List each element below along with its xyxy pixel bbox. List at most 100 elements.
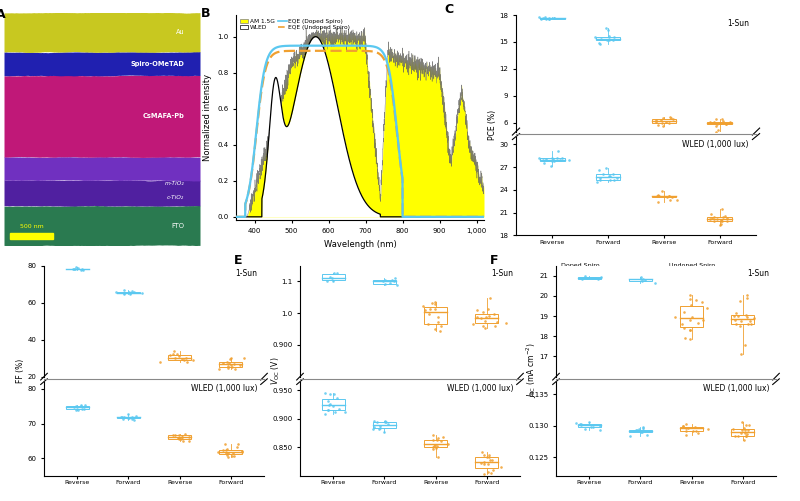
Point bbox=[716, 217, 729, 225]
Point bbox=[546, 157, 558, 165]
Point bbox=[638, 276, 651, 284]
Point bbox=[540, 155, 553, 163]
Point bbox=[323, 400, 336, 408]
Bar bbox=[540, 18, 565, 19]
Point bbox=[234, 361, 247, 369]
Point bbox=[386, 276, 398, 284]
Point bbox=[235, 448, 248, 456]
Point bbox=[607, 33, 620, 41]
Point bbox=[479, 324, 492, 332]
Point bbox=[429, 305, 442, 313]
Point bbox=[548, 14, 561, 22]
Point bbox=[434, 327, 446, 335]
Point bbox=[740, 421, 753, 429]
Point bbox=[478, 460, 490, 468]
Text: CsMAFA-Pb: CsMAFA-Pb bbox=[142, 113, 184, 119]
Point bbox=[697, 316, 710, 324]
Point bbox=[324, 273, 337, 281]
Point bbox=[475, 448, 488, 456]
Text: $V_\mathrm{OC}$ (V): $V_\mathrm{OC}$ (V) bbox=[270, 357, 282, 385]
Bar bbox=[578, 278, 601, 279]
Point bbox=[723, 118, 736, 126]
Point bbox=[123, 290, 136, 298]
Point bbox=[323, 401, 336, 409]
Point bbox=[128, 416, 141, 424]
Point bbox=[221, 358, 234, 366]
Point bbox=[70, 406, 82, 414]
Point bbox=[226, 363, 239, 371]
Point bbox=[477, 308, 490, 316]
Bar bbox=[219, 362, 242, 367]
Point bbox=[739, 426, 752, 434]
Point bbox=[677, 422, 690, 430]
Point bbox=[707, 213, 720, 221]
Point bbox=[429, 298, 442, 306]
Point bbox=[378, 280, 391, 288]
Bar bbox=[475, 314, 498, 323]
Point bbox=[717, 117, 730, 125]
Point bbox=[216, 445, 229, 453]
Point bbox=[656, 122, 669, 130]
Point bbox=[175, 435, 188, 443]
Point bbox=[683, 326, 696, 334]
Point bbox=[685, 301, 698, 309]
Bar bbox=[707, 217, 732, 221]
Point bbox=[744, 320, 757, 328]
Point bbox=[223, 359, 236, 367]
Point bbox=[221, 449, 234, 457]
Point bbox=[377, 277, 390, 285]
Bar bbox=[373, 280, 396, 284]
Point bbox=[637, 426, 650, 434]
Point bbox=[551, 147, 564, 155]
Point bbox=[129, 412, 142, 420]
Point bbox=[67, 403, 80, 411]
Point bbox=[547, 14, 560, 22]
Point bbox=[225, 361, 238, 369]
Point bbox=[71, 265, 84, 273]
Point bbox=[431, 313, 444, 321]
Point bbox=[728, 312, 741, 320]
Point bbox=[630, 426, 642, 434]
Point bbox=[330, 394, 343, 402]
Point bbox=[373, 425, 386, 433]
Point bbox=[551, 153, 564, 161]
Point bbox=[499, 319, 512, 327]
Point bbox=[482, 312, 495, 320]
Point bbox=[545, 162, 558, 170]
Point bbox=[594, 425, 606, 433]
Point bbox=[584, 423, 597, 431]
Point bbox=[586, 275, 598, 283]
Point bbox=[736, 426, 749, 434]
Point bbox=[378, 428, 390, 436]
Point bbox=[731, 312, 744, 320]
Point bbox=[229, 365, 242, 373]
Point bbox=[666, 115, 679, 123]
Point bbox=[635, 428, 648, 436]
Point bbox=[483, 456, 496, 464]
Point bbox=[708, 216, 721, 224]
Point bbox=[733, 322, 746, 330]
Point bbox=[482, 468, 494, 476]
Point bbox=[650, 116, 663, 124]
Point bbox=[167, 431, 180, 439]
Point bbox=[588, 274, 601, 282]
Point bbox=[709, 119, 722, 127]
Point bbox=[238, 354, 250, 362]
Point bbox=[654, 116, 667, 124]
Point bbox=[326, 274, 338, 282]
Point bbox=[603, 32, 616, 40]
Point bbox=[633, 425, 646, 433]
Point bbox=[222, 452, 234, 460]
Point bbox=[706, 214, 718, 222]
Point bbox=[739, 432, 752, 440]
Point bbox=[66, 265, 79, 273]
Text: WLED (1,000 lux): WLED (1,000 lux) bbox=[703, 384, 770, 393]
Point bbox=[175, 433, 188, 441]
Point bbox=[732, 432, 745, 440]
Point bbox=[634, 427, 647, 435]
Point bbox=[236, 447, 249, 455]
Point bbox=[603, 172, 616, 180]
Point bbox=[223, 355, 236, 363]
Point bbox=[74, 402, 87, 410]
Point bbox=[110, 288, 122, 296]
